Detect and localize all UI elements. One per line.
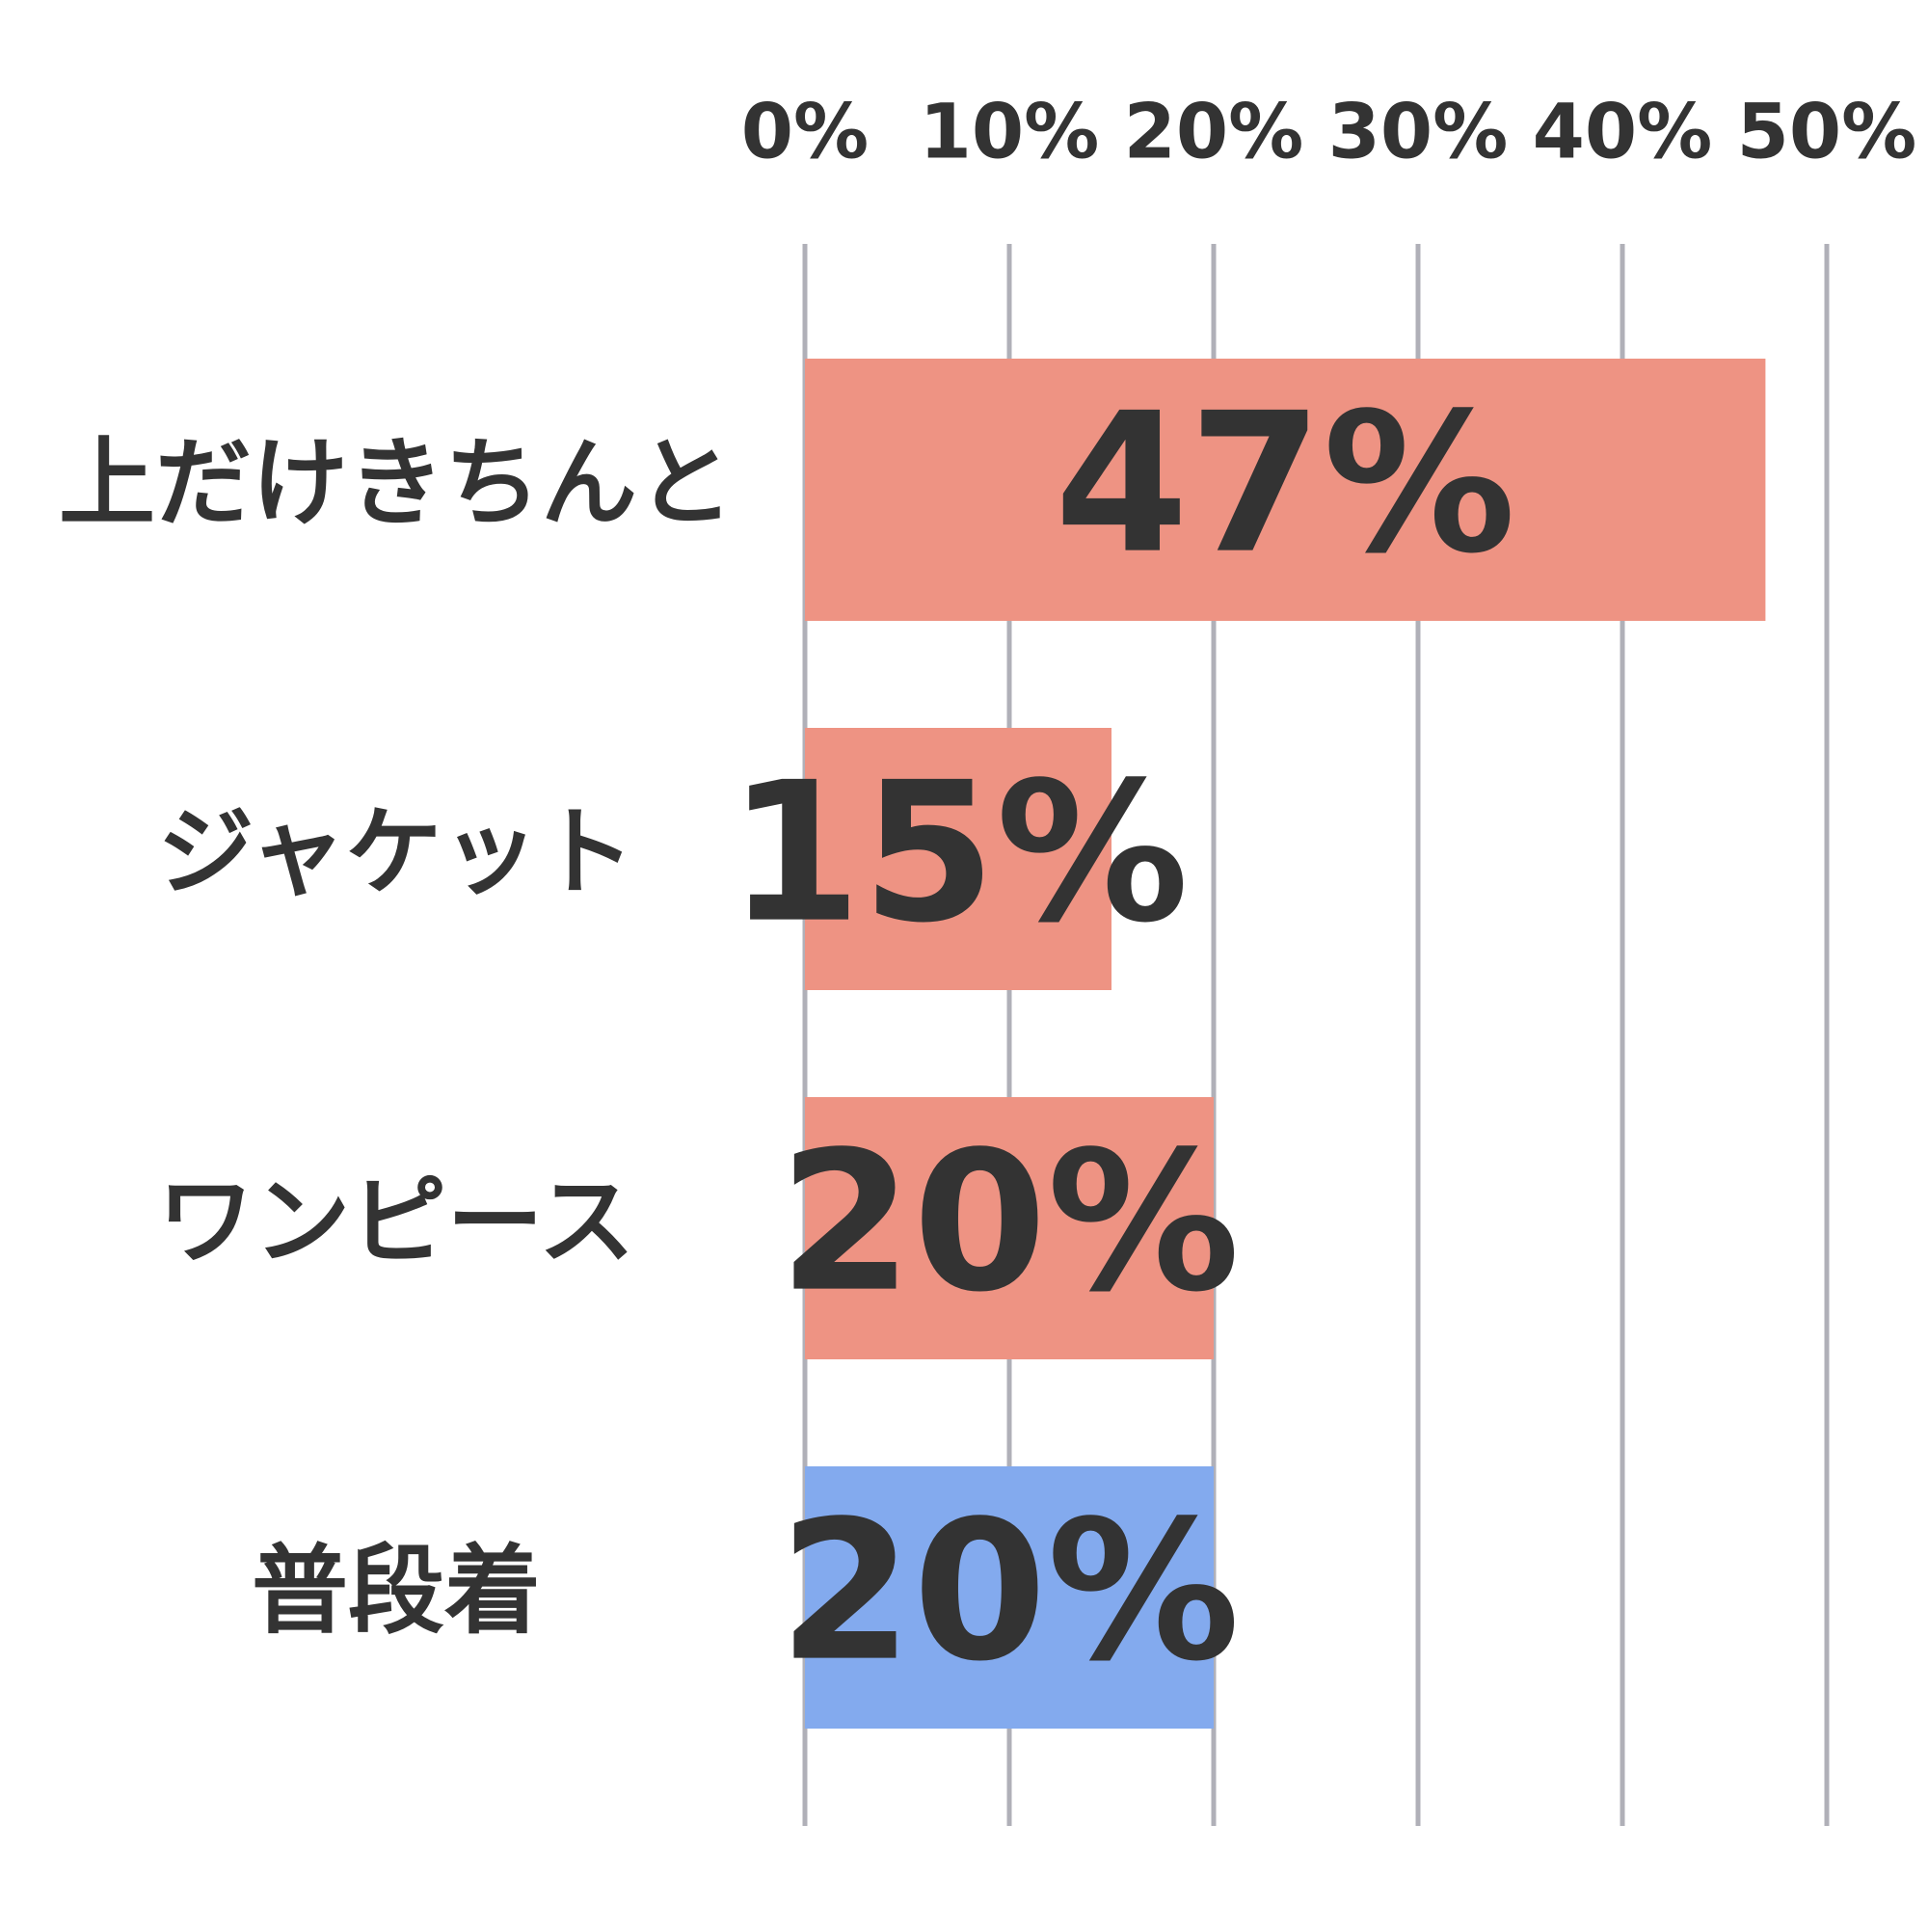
x-tick-label: 30% — [1328, 89, 1509, 175]
x-tick-label: 40% — [1533, 89, 1713, 175]
x-tick-label: 20% — [1124, 89, 1304, 175]
x-tick-label: 0% — [741, 89, 869, 175]
category-label: ジャケット — [158, 795, 635, 908]
bar — [805, 1097, 1214, 1359]
value-label: 47% — [1055, 372, 1516, 597]
category-label: 普段着 — [252, 1534, 541, 1647]
category-label: 上だけきちんと — [59, 426, 734, 539]
bar — [805, 728, 1111, 990]
x-tick-label: 10% — [920, 89, 1100, 175]
bar — [805, 359, 1766, 621]
value-label: 15% — [728, 741, 1190, 966]
value-label: 20% — [779, 1480, 1241, 1704]
category-label: ワンピース — [158, 1165, 635, 1277]
value-label: 20% — [779, 1111, 1241, 1335]
x-tick-label: 50% — [1737, 89, 1917, 175]
bar — [805, 1466, 1214, 1729]
